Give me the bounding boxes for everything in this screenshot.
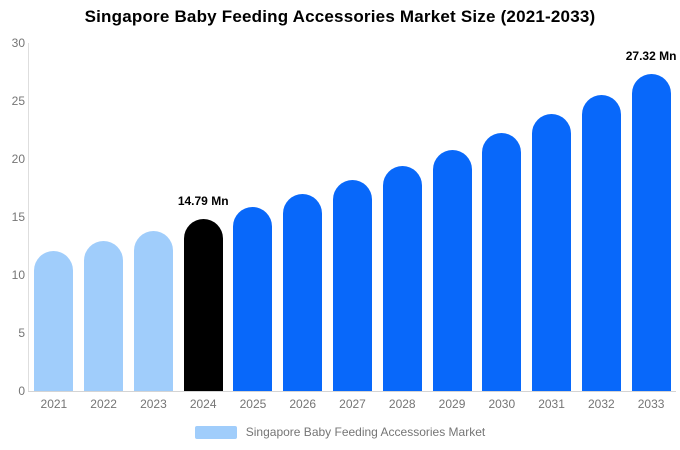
- chart-title: Singapore Baby Feeding Accessories Marke…: [84, 7, 596, 26]
- bar-2027: [333, 180, 372, 391]
- x-tick-label-2025: 2025: [239, 397, 267, 411]
- bar-2028: [382, 165, 422, 391]
- bar-2023: [133, 230, 173, 391]
- bar-2024: [183, 219, 223, 391]
- bar-2029: [432, 149, 472, 391]
- bar-2031: [532, 114, 572, 391]
- legend-swatch: [194, 425, 237, 439]
- x-axis-baseline: [28, 391, 676, 392]
- bar-2030: [482, 132, 522, 391]
- x-tick-label-2026: 2026: [289, 397, 317, 411]
- bar-2032: [581, 94, 621, 391]
- bar-2025: [233, 207, 273, 391]
- x-tick-label-2029: 2029: [438, 397, 466, 411]
- y-tick-label-25: 25: [11, 94, 25, 108]
- bar-2026: [283, 194, 323, 391]
- data-label-2024: 14.79 Mn: [177, 194, 229, 209]
- x-tick-label-2028: 2028: [388, 397, 416, 411]
- x-tick-label-2033: 2033: [637, 397, 665, 411]
- y-tick-label-20: 20: [11, 152, 25, 166]
- y-tick-label-10: 10: [11, 268, 25, 282]
- x-tick-label-2031: 2031: [538, 397, 565, 411]
- x-tick-label-2024: 2024: [189, 397, 217, 411]
- legend-label: Singapore Baby Feeding Accessories Marke…: [245, 425, 486, 439]
- x-tick-label-2030: 2030: [488, 397, 516, 411]
- y-tick-label-0: 0: [18, 384, 25, 398]
- data-label-2033: 27.32 Mn: [625, 49, 677, 64]
- x-tick-label-2022: 2022: [90, 397, 117, 411]
- x-tick-label-2032: 2032: [587, 397, 615, 411]
- bar-2022: [84, 241, 124, 391]
- bar-2021: [34, 251, 74, 391]
- legend: Singapore Baby Feeding Accessories Marke…: [0, 425, 680, 439]
- bar-2033: [631, 74, 671, 391]
- y-tick-label-5: 5: [18, 326, 25, 340]
- x-tick-label-2023: 2023: [140, 397, 167, 411]
- y-tick-label-15: 15: [11, 210, 25, 224]
- x-tick-label-2021: 2021: [40, 397, 68, 411]
- y-tick-label-30: 30: [11, 36, 25, 50]
- y-axis-line: [28, 43, 29, 391]
- x-tick-label-2027: 2027: [339, 397, 366, 411]
